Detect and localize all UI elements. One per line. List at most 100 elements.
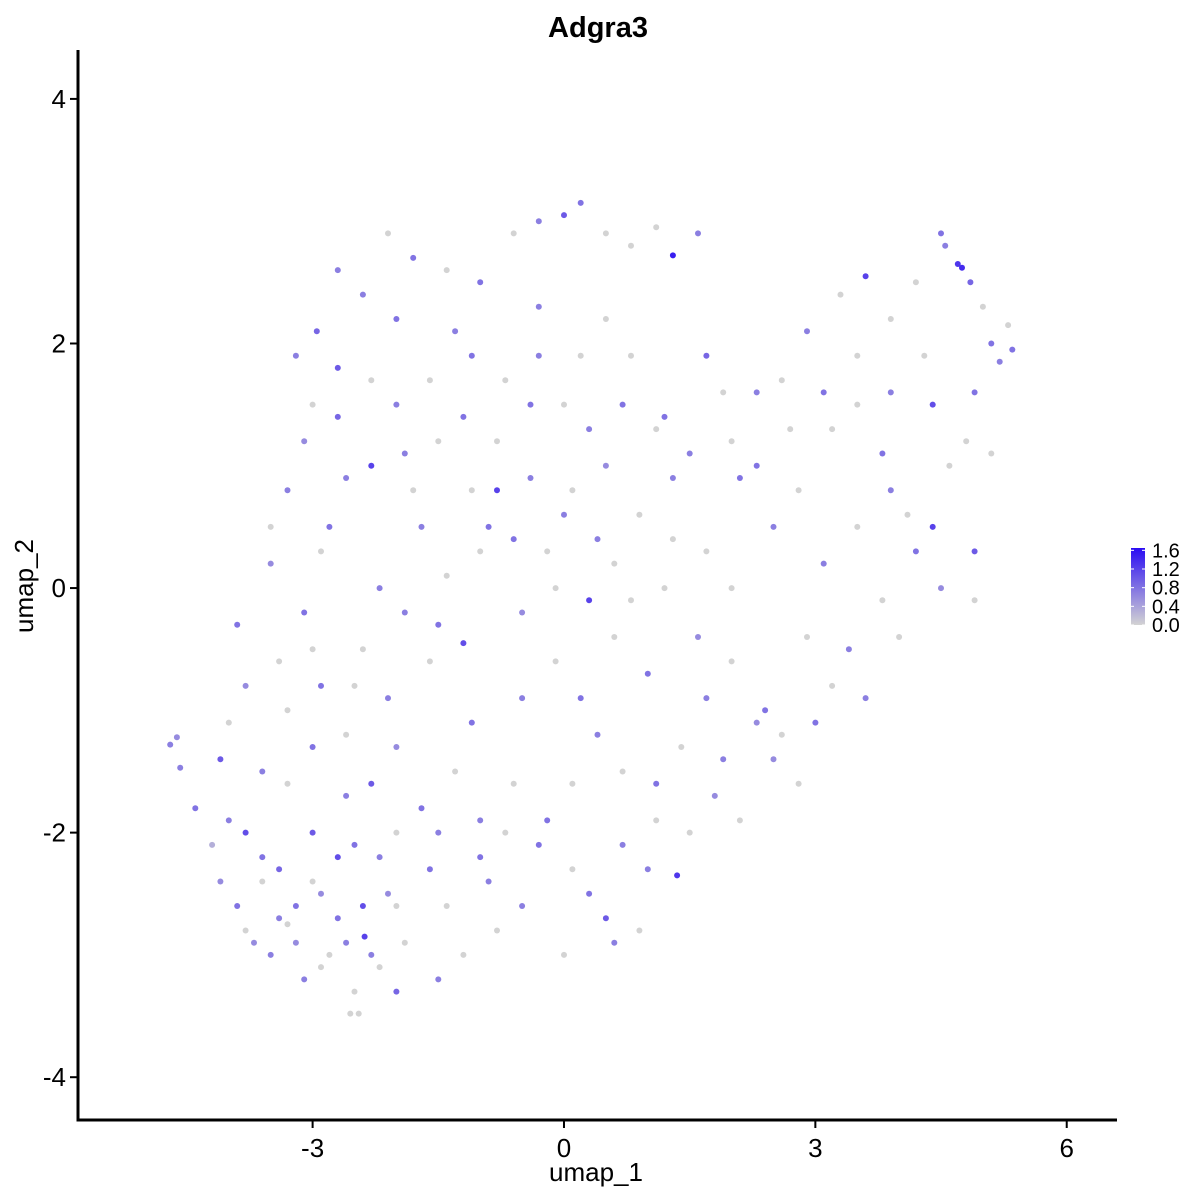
data-point bbox=[527, 401, 534, 408]
data-point bbox=[967, 279, 974, 286]
data-point bbox=[703, 352, 710, 359]
data-point bbox=[225, 817, 232, 824]
data-point bbox=[879, 597, 886, 604]
data-point bbox=[292, 903, 299, 909]
legend-tick-label: 0.8 bbox=[1152, 578, 1180, 600]
data-point bbox=[695, 230, 701, 237]
data-point bbox=[577, 695, 584, 702]
data-point bbox=[753, 389, 760, 396]
data-point bbox=[552, 658, 559, 665]
data-point bbox=[410, 487, 417, 494]
data-point bbox=[535, 218, 542, 225]
data-point bbox=[929, 401, 936, 408]
data-point bbox=[343, 939, 350, 946]
data-point bbox=[318, 682, 324, 689]
data-point bbox=[619, 768, 626, 775]
y-tick-label: 2 bbox=[52, 328, 66, 358]
data-point bbox=[963, 438, 970, 445]
y-tick-label: -2 bbox=[43, 818, 66, 848]
data-point bbox=[669, 536, 676, 543]
data-point bbox=[938, 585, 944, 592]
data-point bbox=[728, 658, 735, 665]
data-point bbox=[393, 829, 400, 836]
data-point bbox=[418, 805, 425, 812]
data-point bbox=[728, 438, 735, 445]
data-point bbox=[988, 340, 995, 347]
data-point bbox=[686, 450, 693, 457]
data-point bbox=[326, 951, 333, 958]
data-point bbox=[225, 719, 232, 726]
data-point bbox=[435, 829, 442, 836]
x-tick-label: 0 bbox=[557, 1133, 571, 1163]
data-point bbox=[326, 523, 333, 530]
data-point bbox=[477, 817, 484, 824]
data-point bbox=[510, 230, 517, 237]
axes bbox=[76, 50, 1117, 1122]
data-point bbox=[602, 915, 609, 922]
data-point bbox=[477, 854, 484, 861]
data-point bbox=[510, 536, 517, 543]
data-point bbox=[351, 988, 358, 995]
data-point bbox=[234, 903, 241, 909]
data-point bbox=[368, 951, 375, 958]
data-point bbox=[602, 230, 609, 237]
data-point bbox=[267, 951, 274, 958]
data-point bbox=[173, 734, 180, 741]
data-point bbox=[653, 426, 660, 433]
data-point bbox=[611, 560, 618, 567]
data-point bbox=[778, 377, 785, 384]
data-point bbox=[661, 585, 668, 592]
data-point bbox=[401, 450, 408, 457]
data-point bbox=[519, 903, 526, 909]
data-point bbox=[845, 646, 852, 653]
data-point bbox=[720, 389, 727, 396]
data-point bbox=[426, 377, 433, 384]
legend-tick-label: 1.6 bbox=[1152, 540, 1180, 562]
data-point bbox=[929, 523, 936, 530]
data-point bbox=[804, 634, 810, 640]
data-point bbox=[577, 199, 584, 206]
data-point bbox=[276, 915, 283, 922]
data-point bbox=[636, 927, 643, 934]
data-point bbox=[971, 389, 978, 396]
data-point bbox=[485, 878, 492, 885]
data-point bbox=[703, 548, 710, 555]
data-point bbox=[313, 328, 320, 335]
data-point bbox=[569, 780, 576, 787]
data-point bbox=[359, 903, 366, 909]
data-point bbox=[443, 903, 450, 909]
data-point bbox=[971, 597, 978, 604]
data-point bbox=[318, 548, 324, 555]
data-point bbox=[259, 878, 266, 885]
data-point bbox=[368, 780, 375, 787]
data-point bbox=[435, 438, 442, 445]
data-point bbox=[385, 230, 391, 237]
data-point bbox=[762, 707, 769, 714]
data-point bbox=[586, 597, 593, 604]
data-point bbox=[942, 242, 949, 249]
data-point bbox=[301, 609, 308, 616]
data-point bbox=[452, 328, 459, 335]
data-point bbox=[644, 670, 651, 677]
data-point bbox=[343, 792, 350, 799]
data-point bbox=[561, 511, 567, 518]
data-point bbox=[309, 401, 316, 408]
x-tick-label: 6 bbox=[1059, 1133, 1073, 1163]
data-point bbox=[561, 951, 567, 958]
data-point bbox=[167, 741, 174, 748]
data-point bbox=[628, 597, 634, 604]
data-point bbox=[284, 921, 291, 928]
data-point bbox=[426, 658, 433, 665]
data-point bbox=[426, 866, 433, 873]
data-point bbox=[284, 780, 291, 787]
data-point bbox=[829, 426, 836, 433]
data-point bbox=[217, 756, 224, 763]
data-point bbox=[561, 401, 567, 408]
data-point bbox=[686, 829, 693, 836]
data-point bbox=[636, 511, 643, 518]
data-point bbox=[177, 764, 184, 771]
data-point bbox=[393, 988, 400, 995]
data-point bbox=[695, 634, 701, 640]
data-point bbox=[669, 475, 676, 481]
data-point bbox=[361, 933, 368, 940]
